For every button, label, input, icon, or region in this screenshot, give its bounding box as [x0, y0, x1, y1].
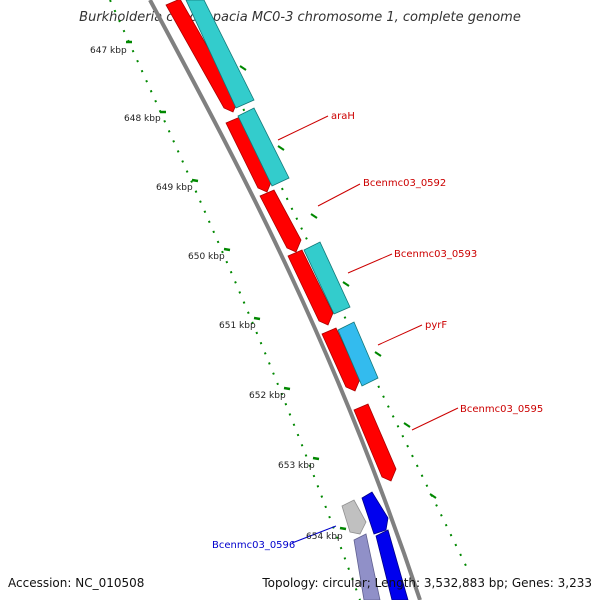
tick-label: 654 kbp	[306, 532, 343, 542]
gene-gray-2	[353, 533, 381, 600]
gene-label-0596: Bcenmc03_0596	[212, 540, 295, 551]
gene-label-pyrf: pyrF	[425, 320, 447, 331]
gene-labels: araH Bcenmc03_0592 Bcenmc03_0593 pyrF Bc…	[212, 111, 543, 551]
genome-backbone	[148, 0, 422, 600]
gene-cyan-3	[303, 241, 351, 315]
inner-tick-marks	[126, 40, 347, 531]
gene-blue-1	[361, 491, 389, 535]
inner-tick-track	[109, 0, 361, 600]
tick-label: 648 kbp	[124, 114, 161, 124]
label-leader-lines	[277, 115, 459, 544]
tick-label: 649 kbp	[156, 183, 193, 193]
tick-label: 653 kbp	[278, 461, 315, 471]
red-gene-track	[165, 0, 397, 482]
gene-cyan-4	[337, 321, 379, 387]
gene-cyan-1	[185, 0, 255, 109]
accession-text: Accession: NC_010508	[8, 576, 145, 590]
gene-label-0595: Bcenmc03_0595	[460, 404, 543, 415]
gene-label-arah: araH	[331, 111, 355, 122]
blue-gene-group	[341, 491, 409, 600]
gene-label-0593: Bcenmc03_0593	[394, 249, 477, 260]
tick-labels: 647 kbp 648 kbp 649 kbp 650 kbp 651 kbp …	[90, 46, 343, 542]
gene-label-0592: Bcenmc03_0592	[363, 178, 446, 189]
gene-red-4	[287, 249, 334, 326]
gene-red-3	[259, 189, 302, 253]
genome-summary-text: Topology: circular; Length: 3,532,883 bp…	[262, 576, 592, 590]
gene-red-5	[321, 327, 361, 392]
tick-label: 651 kbp	[219, 321, 256, 331]
outer-tick-marks	[239, 65, 437, 499]
tick-label: 650 kbp	[188, 252, 225, 262]
tick-label: 647 kbp	[90, 46, 127, 56]
cyan-gene-track	[185, 0, 379, 387]
gene-gray-1	[341, 499, 367, 535]
gene-red-2	[225, 116, 273, 193]
gene-cyan-2	[237, 107, 290, 187]
gene-red-6	[353, 403, 397, 482]
tick-label: 652 kbp	[249, 391, 286, 401]
gene-blue-2	[375, 529, 409, 600]
